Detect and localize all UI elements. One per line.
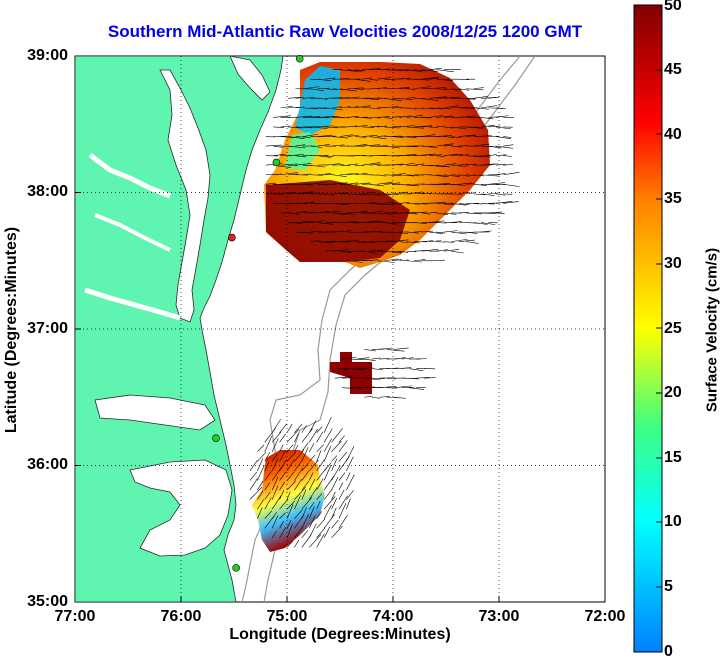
y-tick: 37:00	[20, 320, 68, 338]
y-tick: 39:00	[20, 47, 68, 65]
x-tick: 76:00	[146, 608, 216, 626]
y-tick: 38:00	[20, 183, 68, 201]
station-marker	[273, 159, 280, 166]
y-axis-label: Latitude (Degrees:Minutes)	[3, 227, 21, 433]
x-tick: 73:00	[464, 608, 534, 626]
y-tick: 36:00	[20, 456, 68, 474]
station-marker	[296, 55, 303, 62]
x-axis-label: Longitude (Degrees:Minutes)	[180, 626, 500, 644]
colorbar-tick: 30	[664, 255, 682, 273]
colorbar-tick: 0	[664, 643, 673, 661]
x-tick: 72:00	[570, 608, 640, 626]
colorbar-tick: 20	[664, 384, 682, 402]
x-tick: 74:00	[358, 608, 428, 626]
station-marker	[233, 564, 240, 571]
colorbar-tick: 45	[664, 61, 682, 79]
colorbar-tick: 50	[664, 0, 682, 15]
station-marker	[228, 234, 235, 241]
x-tick: 77:00	[40, 608, 110, 626]
colorbar-tick: 10	[664, 513, 682, 531]
map-title: Southern Mid-Atlantic Raw Velocities 200…	[60, 22, 630, 42]
colorbar-label-wrap: Surface Velocity (cm/s)	[700, 160, 724, 500]
colorbar-tick: 40	[664, 126, 682, 144]
colorbar-tick: 5	[664, 578, 673, 596]
y-axis-label-wrap: Latitude (Degrees:Minutes)	[0, 160, 24, 500]
colorbar-tick: 15	[664, 449, 682, 467]
colorbar-tick: 35	[664, 190, 682, 208]
x-tick: 75:00	[252, 608, 322, 626]
station-marker	[212, 435, 219, 442]
colorbar-tick: 25	[664, 320, 682, 338]
colorbar-label: Surface Velocity (cm/s)	[704, 248, 721, 412]
